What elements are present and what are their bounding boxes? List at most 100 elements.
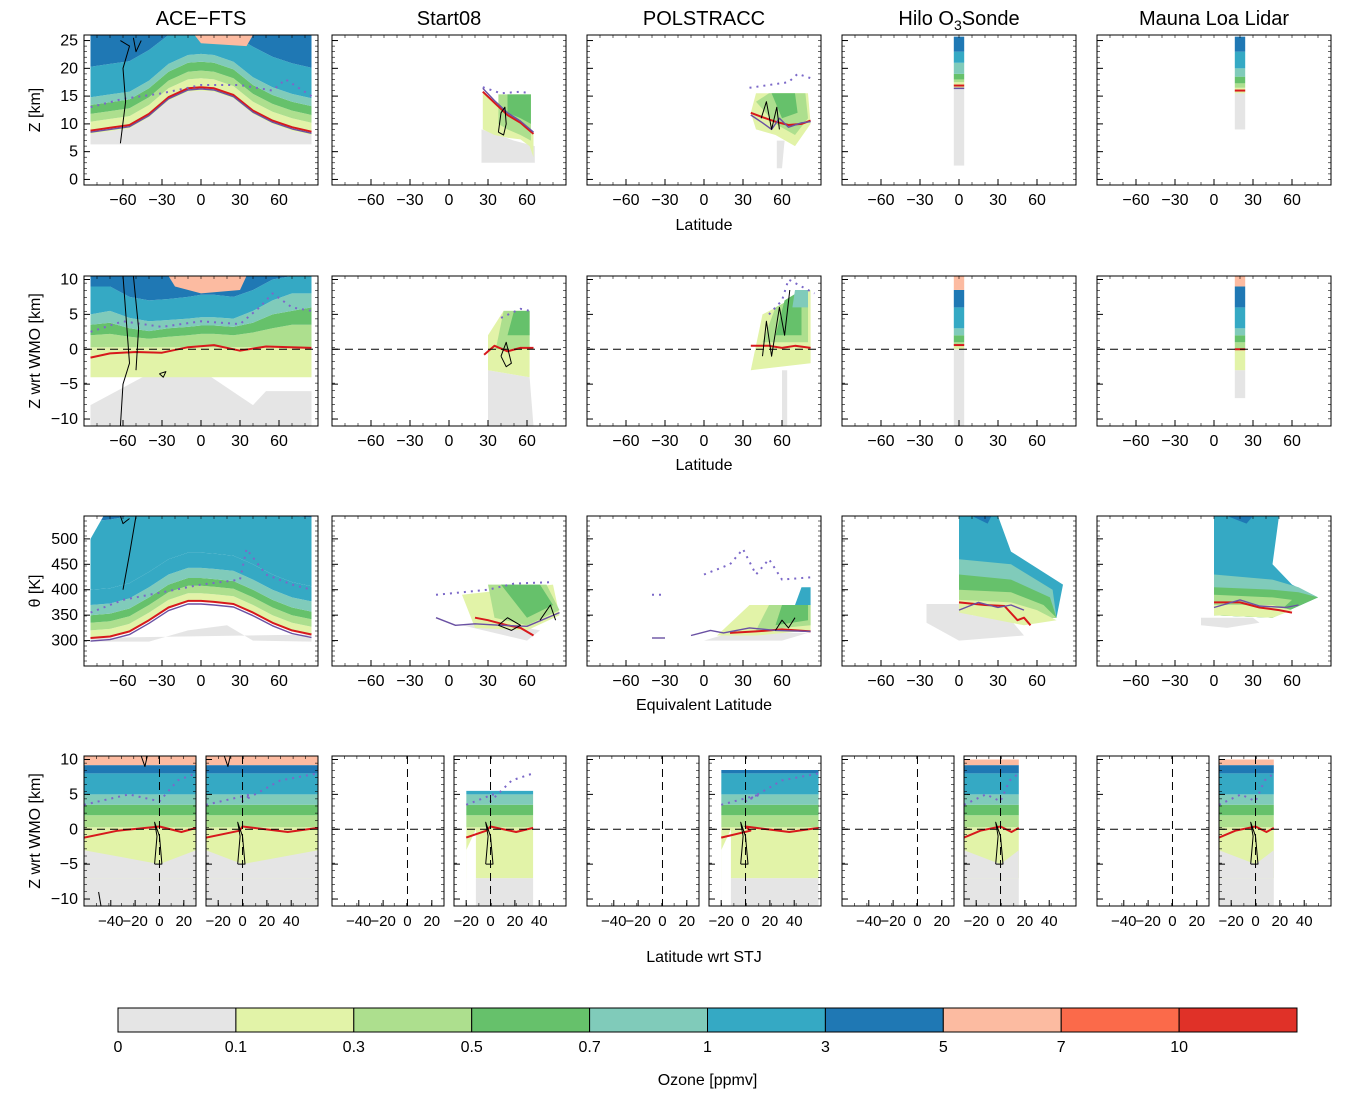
jet-contour	[119, 516, 130, 525]
x-tick-label: 40	[1296, 913, 1313, 930]
x-tick-label: 60	[518, 192, 536, 209]
panel-frame	[1096, 34, 1332, 186]
x-tick-label: 20	[175, 913, 192, 930]
panel-content	[90, 516, 312, 642]
ozone-cell	[1234, 51, 1246, 69]
ozone-cell	[1234, 370, 1246, 399]
ozone-band	[90, 516, 312, 590]
ozone-band	[90, 625, 312, 642]
y-tick-label: 25	[60, 33, 78, 50]
x-tick-label: 0	[700, 192, 709, 209]
colorbar-tick-label: 7	[1057, 1039, 1066, 1056]
minor-ticks	[842, 756, 954, 906]
column-title-subscript: 3	[954, 17, 962, 33]
ozone-band	[926, 604, 1024, 641]
x-tick-label: 30	[989, 192, 1007, 209]
ozone-band	[90, 324, 312, 348]
x-tick-label: 0	[1210, 433, 1219, 450]
panel-content	[454, 756, 534, 906]
x-tick-label: −20	[1135, 913, 1160, 930]
x-tick-label: 40	[786, 913, 803, 930]
tropopause-purple	[90, 603, 312, 642]
ozone-band	[90, 35, 312, 99]
ozone-band	[959, 599, 1057, 626]
panel-content	[953, 276, 965, 426]
x-tick-label: 0	[403, 913, 411, 930]
ozone-band	[90, 307, 312, 339]
ozone-band	[964, 794, 1019, 805]
x-tick-label: −20	[708, 913, 733, 930]
x-tick-label: −60	[867, 192, 894, 209]
ozone-band	[90, 585, 312, 631]
panel-frame	[586, 515, 822, 667]
x-tick-label: 0	[238, 913, 246, 930]
ozone-cell	[1234, 83, 1246, 88]
panel-content	[1201, 516, 1318, 628]
ozone-cell	[953, 62, 965, 74]
minor-ticks	[1219, 756, 1331, 906]
ozone-band	[84, 850, 196, 879]
column-title-part: Hilo O	[898, 8, 954, 30]
tropopause-purple	[750, 114, 811, 131]
x-tick-label: 0	[913, 913, 921, 930]
x-tick-label: −60	[357, 433, 384, 450]
x-tick-label: 60	[518, 673, 536, 690]
x-tick-label: −20	[453, 913, 478, 930]
ozone-band	[466, 790, 534, 795]
x-tick-label: −40	[601, 913, 626, 930]
colorbar-tick-label: 0.7	[578, 1039, 600, 1056]
y-tick-label: 350	[51, 607, 78, 624]
x-tick-label: 30	[231, 673, 249, 690]
row1-xlabel: Latitude	[676, 217, 733, 234]
ozone-band	[721, 815, 819, 828]
x-tick-label: −20	[625, 913, 650, 930]
x-tick-label: 0	[197, 192, 206, 209]
panel-frame	[963, 755, 1077, 907]
x-tick-label: 60	[270, 192, 288, 209]
panel-content	[1234, 36, 1246, 130]
ozone-band	[1219, 878, 1274, 906]
minor-ticks	[587, 516, 821, 666]
x-tick-label: 60	[1028, 192, 1046, 209]
x-tick-label: 60	[1028, 433, 1046, 450]
ozone-cell	[953, 328, 965, 336]
panel-frame	[586, 755, 700, 907]
ozone-cell	[1234, 307, 1246, 329]
ozone-band	[90, 70, 312, 123]
x-tick-label: 20	[1017, 913, 1034, 930]
panel-frame	[1096, 275, 1332, 427]
ozone-cell	[1234, 76, 1246, 84]
minor-ticks	[1097, 756, 1209, 906]
minor-ticks	[709, 756, 821, 906]
ozone-band	[771, 93, 798, 119]
jet-contour	[762, 289, 791, 357]
x-tick-label: 0	[445, 192, 454, 209]
ozone-band	[792, 290, 808, 308]
ozone-band	[206, 850, 318, 879]
panel-content	[481, 86, 535, 163]
y-tick-label: −5	[60, 376, 78, 393]
x-tick-label: 0	[1251, 913, 1259, 930]
x-tick-label: 0	[1210, 192, 1219, 209]
x-tick-label: 60	[1028, 673, 1046, 690]
ozone-band	[206, 773, 318, 795]
x-tick-label: −60	[1122, 433, 1149, 450]
x-tick-label: 40	[531, 913, 548, 930]
row2-ylabel: Z wrt WMO [km]	[27, 293, 44, 409]
column-title: Mauna Loa Lidar	[1139, 8, 1289, 30]
dotted-tropopause	[500, 307, 530, 319]
y-tick-label: 10	[60, 271, 78, 288]
ozone-cell	[953, 79, 965, 83]
x-tick-label: 60	[773, 673, 791, 690]
ozone-cell	[1234, 328, 1246, 336]
y-tick-label: 300	[51, 633, 78, 650]
ozone-band	[1219, 804, 1274, 816]
x-tick-label: 20	[933, 913, 950, 930]
x-tick-label: 30	[1244, 192, 1262, 209]
x-tick-label: 0	[658, 913, 666, 930]
x-tick-label: −20	[205, 913, 230, 930]
panel-content	[1234, 276, 1246, 399]
x-tick-label: 20	[678, 913, 695, 930]
x-tick-label: −20	[963, 913, 988, 930]
ozone-cell	[953, 345, 965, 350]
